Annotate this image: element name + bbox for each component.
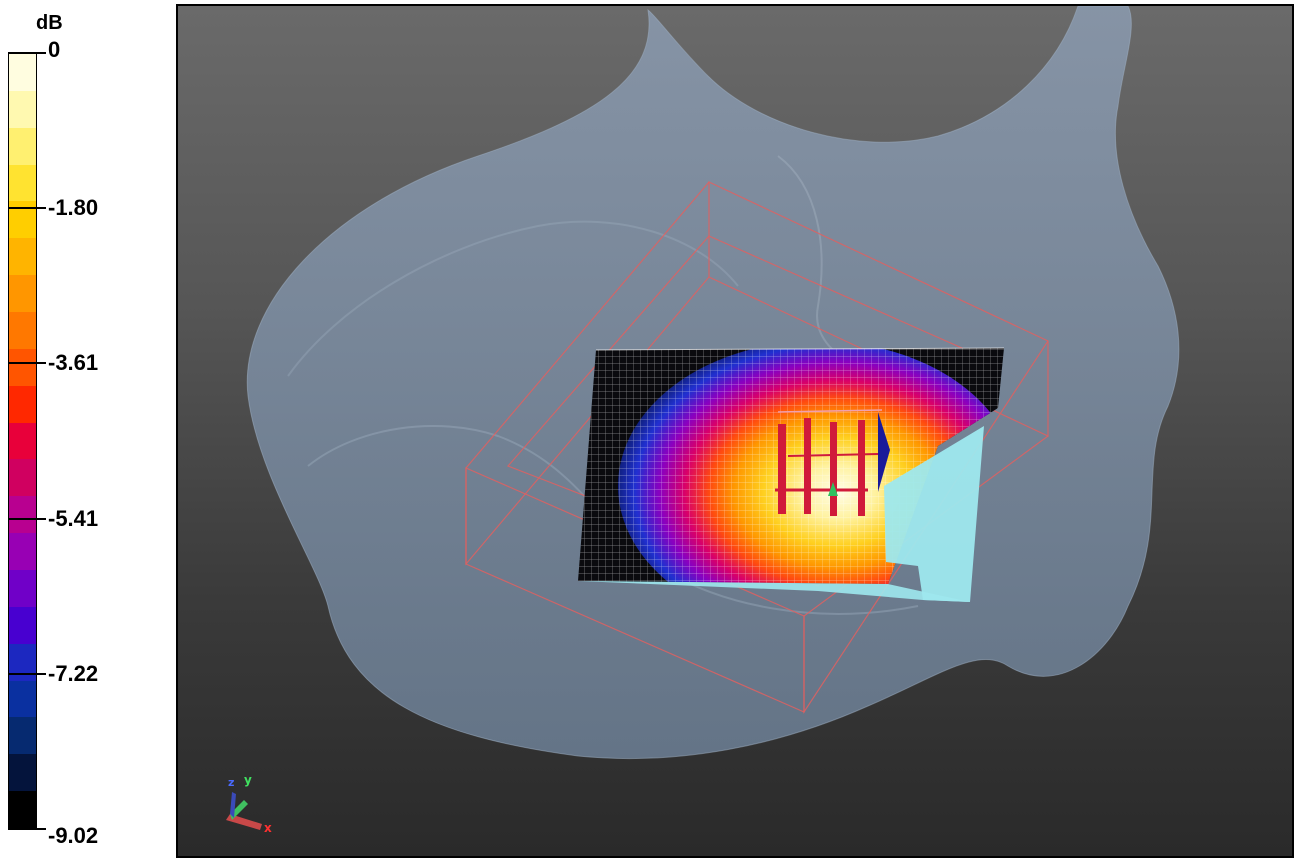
legend-color-segment — [9, 422, 36, 460]
legend-tick-label: -1.80 — [48, 195, 99, 221]
legend-color-segment — [9, 275, 36, 313]
axis-y-label: y — [244, 773, 252, 787]
legend-tick-label: -5.41 — [48, 505, 99, 531]
legend-tick-label: -7.22 — [48, 660, 99, 686]
scene-render[interactable] — [178, 6, 1292, 856]
legend-color-segment — [9, 680, 36, 718]
legend-color-segment — [9, 791, 36, 829]
legend-color-segment — [9, 164, 36, 202]
axis-z-label: z — [228, 776, 234, 789]
legend-tick-label: -3.61 — [48, 350, 99, 376]
color-legend: dB 0 -1.80 -3.61 -5.41 -7.22 -9.02 — [0, 0, 170, 861]
antenna-array — [775, 409, 890, 516]
legend-color-segment — [9, 90, 36, 129]
legend-color-scale — [8, 53, 37, 829]
legend-color-segment — [9, 533, 36, 571]
axis-x-label: x — [264, 821, 272, 835]
legend-color-segment — [9, 312, 36, 350]
legend-color-segment — [9, 348, 36, 387]
legend-color-segment — [9, 54, 36, 92]
cyan-plates — [578, 426, 984, 602]
legend-color-segment — [9, 643, 36, 682]
legend-tick — [8, 362, 46, 365]
legend-tick — [8, 207, 46, 210]
legend-tick-label: 0 — [48, 37, 61, 62]
legend-tick — [8, 52, 46, 54]
legend-color-segment — [9, 385, 36, 424]
legend-color-segment — [9, 606, 36, 645]
legend-color-segment — [9, 570, 36, 608]
legend-tick — [8, 517, 46, 520]
legend-unit-label: dB — [36, 12, 63, 34]
3d-viewport[interactable]: x y z — [176, 4, 1294, 858]
legend-color-segment — [9, 717, 36, 755]
legend-color-segment — [9, 496, 36, 534]
legend-color-segment — [9, 459, 36, 497]
legend-tick — [8, 672, 46, 675]
legend-color-segment — [9, 754, 36, 792]
legend-color-segment — [9, 238, 36, 276]
legend-tick — [8, 828, 46, 830]
legend-color-segment — [9, 127, 36, 166]
legend-tick-label: -9.02 — [48, 823, 99, 848]
axis-triad: x y z — [226, 773, 272, 835]
